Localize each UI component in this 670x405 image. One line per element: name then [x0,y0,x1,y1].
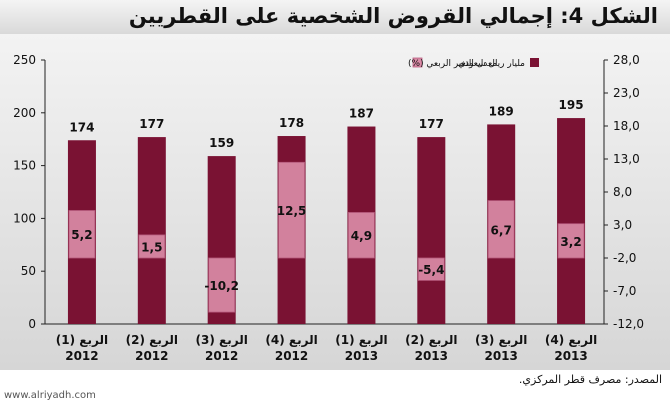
change-bar [487,200,515,259]
change-bar [138,234,166,259]
change-bar [278,161,305,259]
right-axis-tick-label: -12,0 [613,317,644,331]
category-label-quarter: الربع (2) [405,333,457,347]
right-axis-tick-label: -2,0 [613,251,636,265]
change-value-label: 6,7 [491,223,512,237]
left-axis-tick-label: 200 [13,106,36,120]
category-label-year: 2012 [65,349,98,363]
category-label-quarter: الربع (3) [196,333,248,347]
bar-value-label: 159 [209,136,234,150]
category-label-quarter: الربع (4) [545,333,597,347]
category-label-quarter: الربع (4) [265,333,317,347]
left-axis-tick-label: 100 [13,211,36,225]
chart: 0 50 100 150 200 250 -12,0 -7,0 -2,0 3,0 8,0 13,0 18… [13,53,644,363]
change-value-label: 5,2 [71,228,92,242]
legend-swatch-change [412,57,423,68]
bar-value-label: 177 [139,117,164,131]
chart-title: الشكل 4: إجمالي القروض الشخصية على القطر… [129,4,658,28]
category-label-year: 2013 [554,349,587,363]
bar [137,137,166,324]
change-value-label: -5,4 [418,263,444,277]
category-label-quarter: الربع (1) [56,333,108,347]
legend-label-change: معدل التغير الربعي (%) [408,59,497,69]
bar-value-label: 189 [489,104,514,118]
change-bar [557,223,585,259]
category-label-quarter: الربع (2) [126,333,178,347]
right-axis-tick-label: 23,0 [613,86,640,100]
source-note: المصدر: مصرف قطر المركزي. [518,373,662,386]
category-label-quarter: الربع (3) [475,333,527,347]
right-axis-tick-label: 18,0 [613,119,640,133]
bar-value-label: 187 [349,107,374,121]
change-value-label: 1,5 [141,240,162,254]
left-axis-tick-label: 150 [13,159,36,173]
chart-title-text: إجمالي القروض الشخصية على القطريين [128,4,553,28]
change-value-label: -10,2 [204,279,239,293]
bar [557,118,586,324]
right-axis-tick-label: 3,0 [613,218,632,232]
change-value-label: 4,9 [351,229,372,243]
right-axis-tick-label: 28,0 [613,53,640,67]
category-label-year: 2012 [135,349,168,363]
legend-label-bar: مليار ريال سعودي [458,59,525,69]
watermark: www.alriyadh.com [4,390,96,401]
chart-title-prefix: الشكل 4: [560,4,658,28]
right-axis-tick-label: 8,0 [613,185,632,199]
change-bar [208,257,236,313]
category-label-year: 2013 [415,349,448,363]
left-axis-tick-label: 250 [13,53,36,67]
title-bar: الشكل 4: إجمالي القروض الشخصية على القطر… [0,0,670,35]
category-label-year: 2013 [484,349,517,363]
right-axis-tick-label: 13,0 [613,152,640,166]
left-axis-tick-label: 0 [28,317,36,331]
legend-swatch-bar [530,58,539,67]
change-value-label: 3,2 [560,235,581,249]
category-label-year: 2012 [275,349,308,363]
bar-value-label: 178 [279,116,304,130]
change-bar [68,210,96,259]
bar [417,137,446,324]
category-label-year: 2013 [345,349,378,363]
bar-value-label: 177 [419,117,444,131]
change-bar [417,257,445,281]
right-axis-tick-label: -7,0 [613,284,636,298]
change-bar [348,212,375,259]
change-value-label: 12,5 [277,204,307,218]
bar-value-label: 195 [559,98,584,112]
left-axis-tick-label: 50 [21,264,36,278]
category-label-quarter: الربع (1) [335,333,387,347]
bar-value-label: 174 [69,120,94,134]
category-label-year: 2012 [205,349,238,363]
